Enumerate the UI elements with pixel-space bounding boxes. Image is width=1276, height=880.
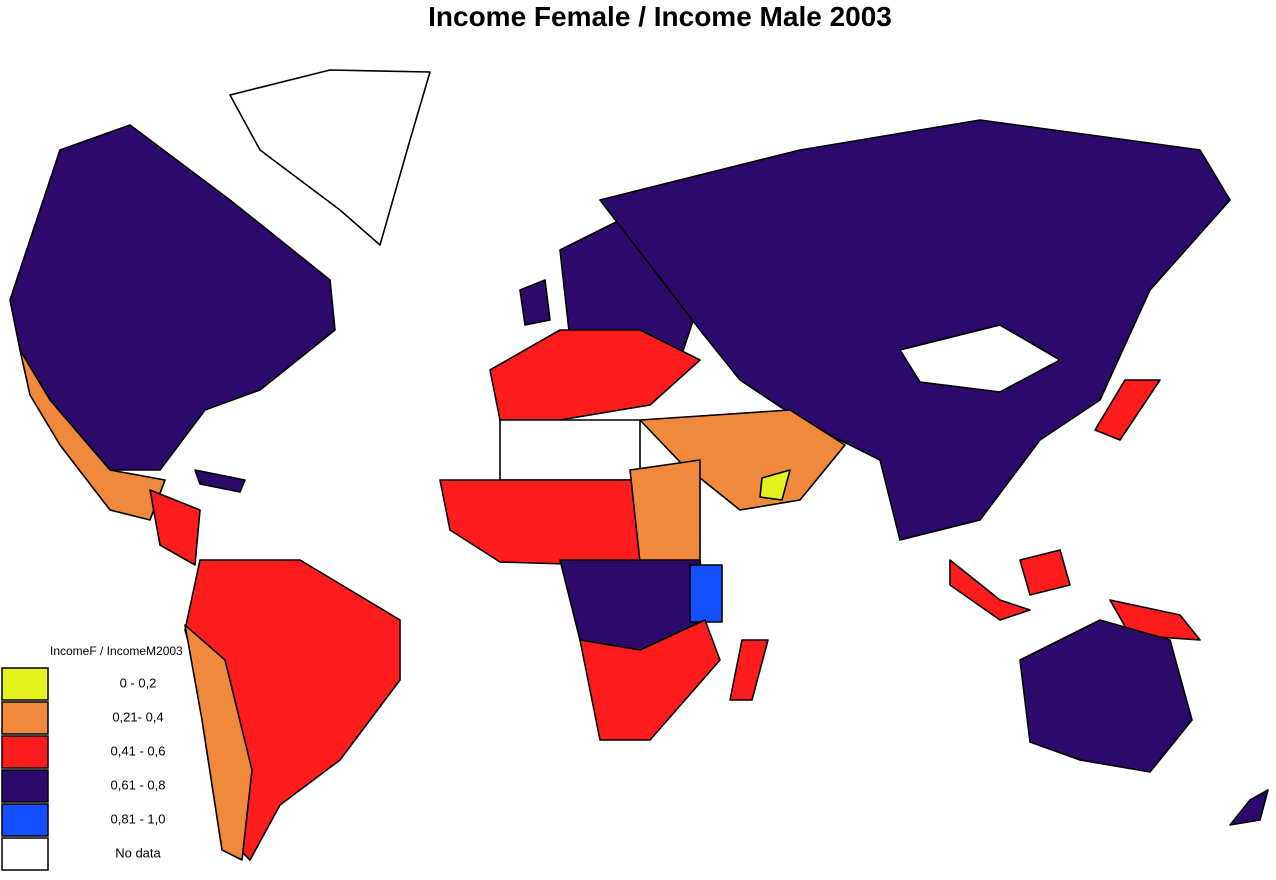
indonesia xyxy=(949,559,1031,621)
legend-label: 0,61 - 0,8 xyxy=(111,777,166,792)
central-america xyxy=(149,489,201,566)
north-africa xyxy=(499,419,641,481)
legend-swatch xyxy=(1,769,49,803)
legend-title: IncomeF / IncomeM2003 xyxy=(50,644,183,658)
legend-label: No data xyxy=(115,845,161,860)
southern-africa xyxy=(579,619,721,741)
legend-label: 0,81 - 1,0 xyxy=(111,811,166,826)
asia xyxy=(599,119,1231,541)
oman xyxy=(759,469,791,501)
legend: IncomeF / IncomeM2003 0 - 0,2 0,21- 0,4 0,… xyxy=(1,644,183,871)
legend-swatch xyxy=(1,837,49,871)
madagascar xyxy=(729,639,769,701)
legend-label: 0,41 - 0,6 xyxy=(111,743,166,758)
mexico xyxy=(19,349,166,521)
map-title: Income Female / Income Male 2003 xyxy=(428,1,892,32)
regions xyxy=(9,69,1269,861)
mongolia xyxy=(899,324,1061,393)
kenya xyxy=(689,564,723,623)
legend-label: 0 - 0,2 xyxy=(120,675,157,690)
legend-swatch xyxy=(1,735,49,769)
legend-label: 0,21- 0,4 xyxy=(112,709,163,724)
legend-swatch xyxy=(1,803,49,837)
australia xyxy=(1019,619,1193,773)
legend-swatch xyxy=(1,701,49,735)
legend-swatch xyxy=(1,667,49,701)
borneo xyxy=(1019,549,1071,596)
greenland xyxy=(229,69,431,246)
new-zealand xyxy=(1229,789,1269,826)
southern-europe xyxy=(489,329,701,421)
cuba xyxy=(194,469,246,493)
sudan xyxy=(629,459,701,563)
andes xyxy=(184,624,253,861)
japan xyxy=(1094,379,1161,441)
uk xyxy=(519,279,551,326)
middle-east xyxy=(639,409,846,511)
